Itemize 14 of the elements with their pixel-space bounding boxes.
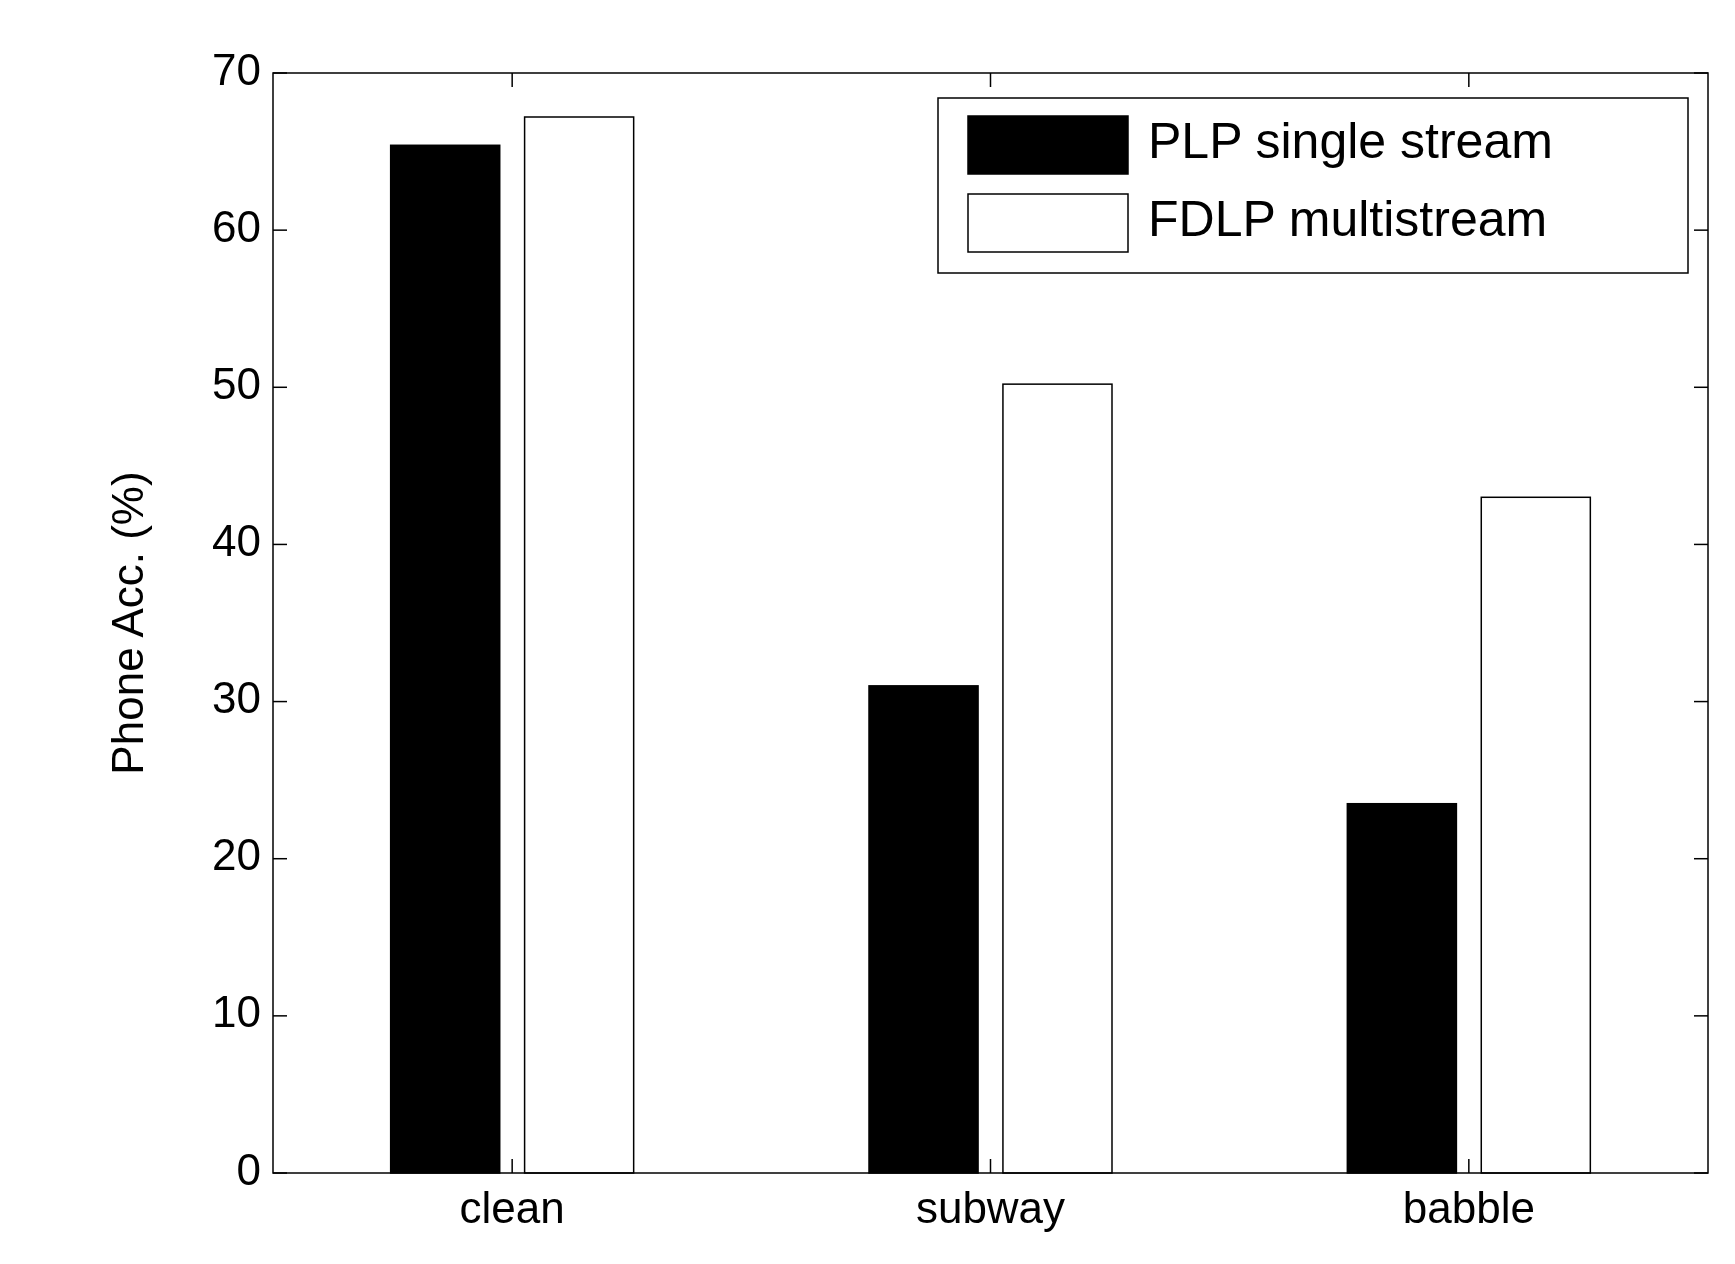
y-tick-label: 40 (212, 516, 261, 566)
y-tick-label: 20 (212, 830, 261, 880)
x-tick-label: babble (1402, 1183, 1535, 1232)
y-tick-label: 0 (236, 1144, 261, 1194)
legend-label: FDLP multistream (1148, 191, 1548, 248)
legend-label: PLP single stream (1148, 113, 1553, 170)
y-tick-label: 70 (212, 44, 261, 94)
y-tick-label: 50 (212, 358, 261, 408)
x-tick-label: clean (459, 1183, 565, 1232)
y-tick-label: 10 (212, 987, 261, 1037)
y-tick-label: 30 (212, 673, 261, 723)
x-tick-label: subway (915, 1183, 1066, 1232)
y-axis-title: Phone Acc. (%) (103, 471, 152, 775)
y-tick-label: 60 (212, 201, 261, 251)
